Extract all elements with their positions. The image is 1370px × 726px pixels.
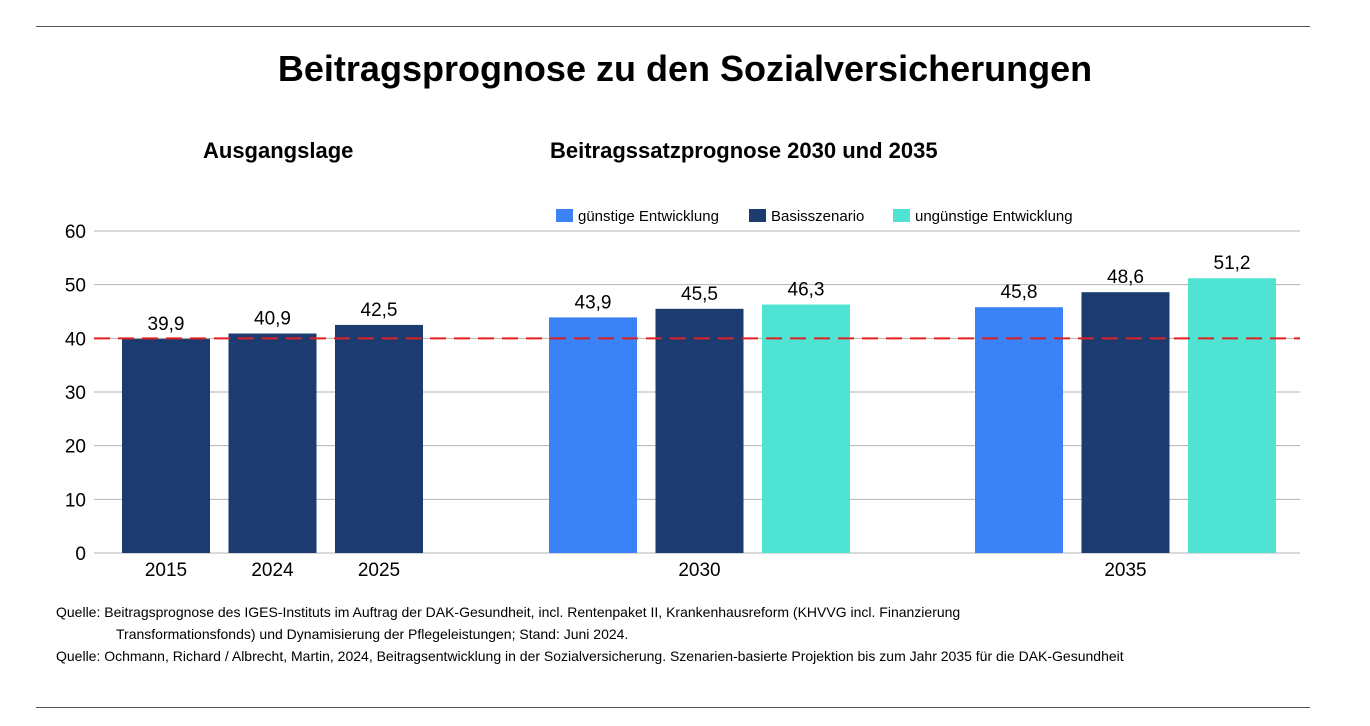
page-title: Beitragsprognose zu den Sozialversicheru… [277,48,1093,89]
y-tick-label: 40 [65,329,86,350]
data-label: 51,2 [1214,253,1251,274]
data-label: 46,3 [788,280,825,301]
legend-label: Basisszenario [771,208,864,225]
legend-swatch [556,209,573,222]
data-label: 45,5 [681,284,718,305]
data-label: 45,8 [1001,282,1038,303]
y-tick-label: 10 [65,490,86,511]
bar [228,333,317,553]
y-tick-label: 60 [65,222,86,243]
y-tick-label: 30 [65,383,86,404]
bar-chart: 39,9 40,9 42,5 43,9 45,5 46,3 45,8 48,6 51,2 0 10… [65,208,1300,581]
data-label: 48,6 [1107,267,1144,288]
legend-swatch [749,209,766,222]
bar [549,317,637,553]
bars: 39,9 40,9 42,5 43,9 45,5 46,3 45,8 48,6 51,2 [122,253,1276,553]
x-tick-label: 2015 [145,560,187,581]
legend-label: ungünstige Entwicklung [915,208,1073,225]
x-tick-label: 2025 [358,560,400,581]
section-title-ausgangslage: Ausgangslage [203,138,354,163]
y-tick-label: 50 [65,276,86,297]
bar [335,324,423,553]
y-tick-label: 20 [65,437,86,458]
data-label: 39,9 [148,314,185,335]
bar [1188,278,1276,553]
x-tick-label: 2024 [251,560,294,581]
y-tick-label: 0 [75,544,86,565]
section-title-prognose: Beitragssatzprognose 2030 und 2035 [550,138,938,163]
bar [975,307,1063,553]
legend-swatch [893,209,910,222]
bar [122,338,210,553]
legend: günstige Entwicklung Basisszenario ungünst… [556,208,1073,225]
source-line-3: Quelle: Ochmann, Richard / Albrecht, Mar… [56,648,1124,664]
y-axis: 0 10 20 30 40 50 60 [65,222,86,565]
data-label: 43,9 [575,292,612,313]
data-label: 40,9 [254,309,291,330]
bar [655,308,744,553]
data-label: 42,5 [361,300,398,321]
bar [762,304,850,553]
bar [1081,292,1170,553]
top-rule [36,26,1310,27]
bottom-rule [36,707,1310,708]
legend-label: günstige Entwicklung [578,208,719,225]
x-group-label: 2035 [1104,560,1146,581]
x-axis: 2015 2024 2025 2030 2035 [145,560,1147,581]
source-line-1: Quelle: Beitragsprognose des IGES-Instit… [56,604,961,620]
source-line-2: Transformationsfonds) und Dynamisierung … [116,626,629,642]
x-group-label: 2030 [678,560,720,581]
